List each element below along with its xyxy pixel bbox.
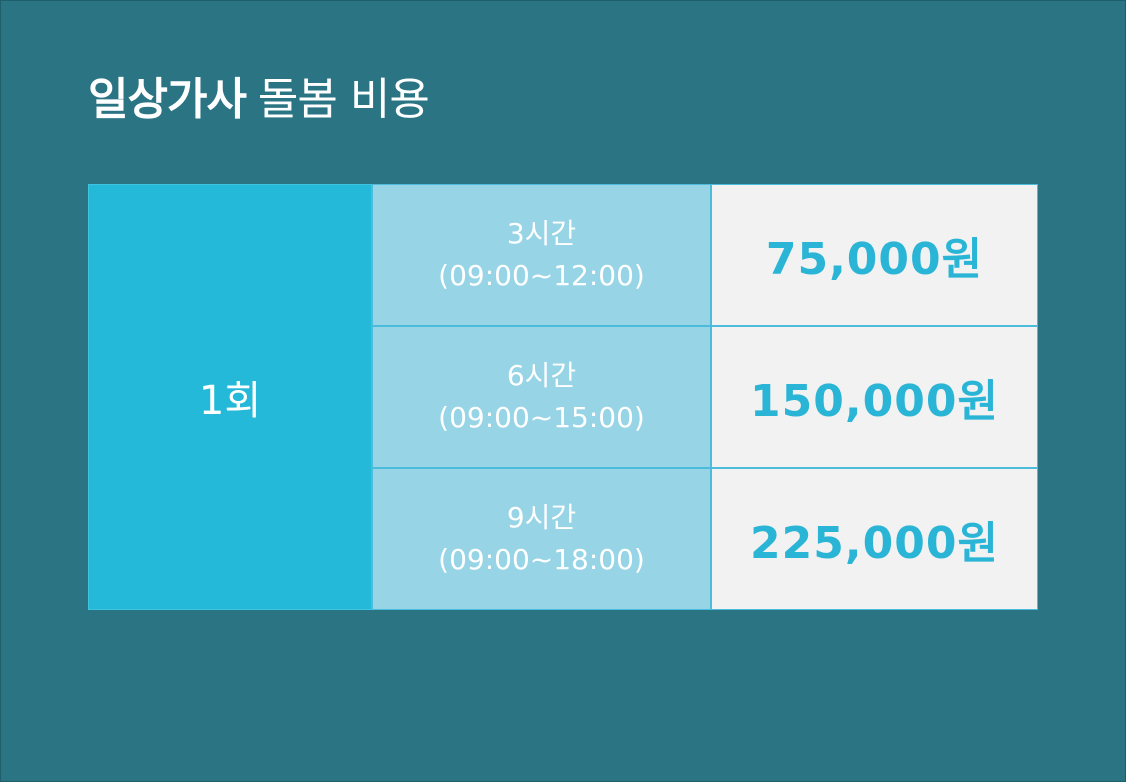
price-label: 75,000원 — [765, 234, 984, 285]
duration-label: 9시간 — [506, 501, 577, 534]
price-label: 225,000원 — [750, 518, 999, 569]
price-label: 150,000원 — [750, 376, 999, 427]
time-range-label: (09:00~15:00) — [438, 401, 645, 434]
duration-cell-3: 9시간 (09:00~18:00) — [372, 468, 711, 610]
duration-cell-1: 3시간 (09:00~12:00) — [372, 184, 711, 326]
price-cell-2: 150,000원 — [711, 326, 1038, 468]
duration-label: 6시간 — [506, 359, 577, 392]
time-range-label: (09:00~12:00) — [438, 259, 645, 292]
page-title: 일상가사 돌봄 비용 — [88, 70, 430, 130]
title-light: 돌봄 비용 — [257, 74, 430, 125]
time-range-label: (09:00~18:00) — [438, 543, 645, 576]
count-cell: 1회 — [88, 184, 372, 610]
price-cell-1: 75,000원 — [711, 184, 1038, 326]
duration-label: 3시간 — [506, 217, 577, 250]
price-cell-3: 225,000원 — [711, 468, 1038, 610]
count-label: 1회 — [198, 378, 262, 424]
duration-cell-2: 6시간 (09:00~15:00) — [372, 326, 711, 468]
title-bold: 일상가사 — [88, 74, 247, 125]
pricing-table: 1회 3시간 (09:00~12:00) 75,000원 6시간 (09:00~… — [88, 184, 1038, 610]
